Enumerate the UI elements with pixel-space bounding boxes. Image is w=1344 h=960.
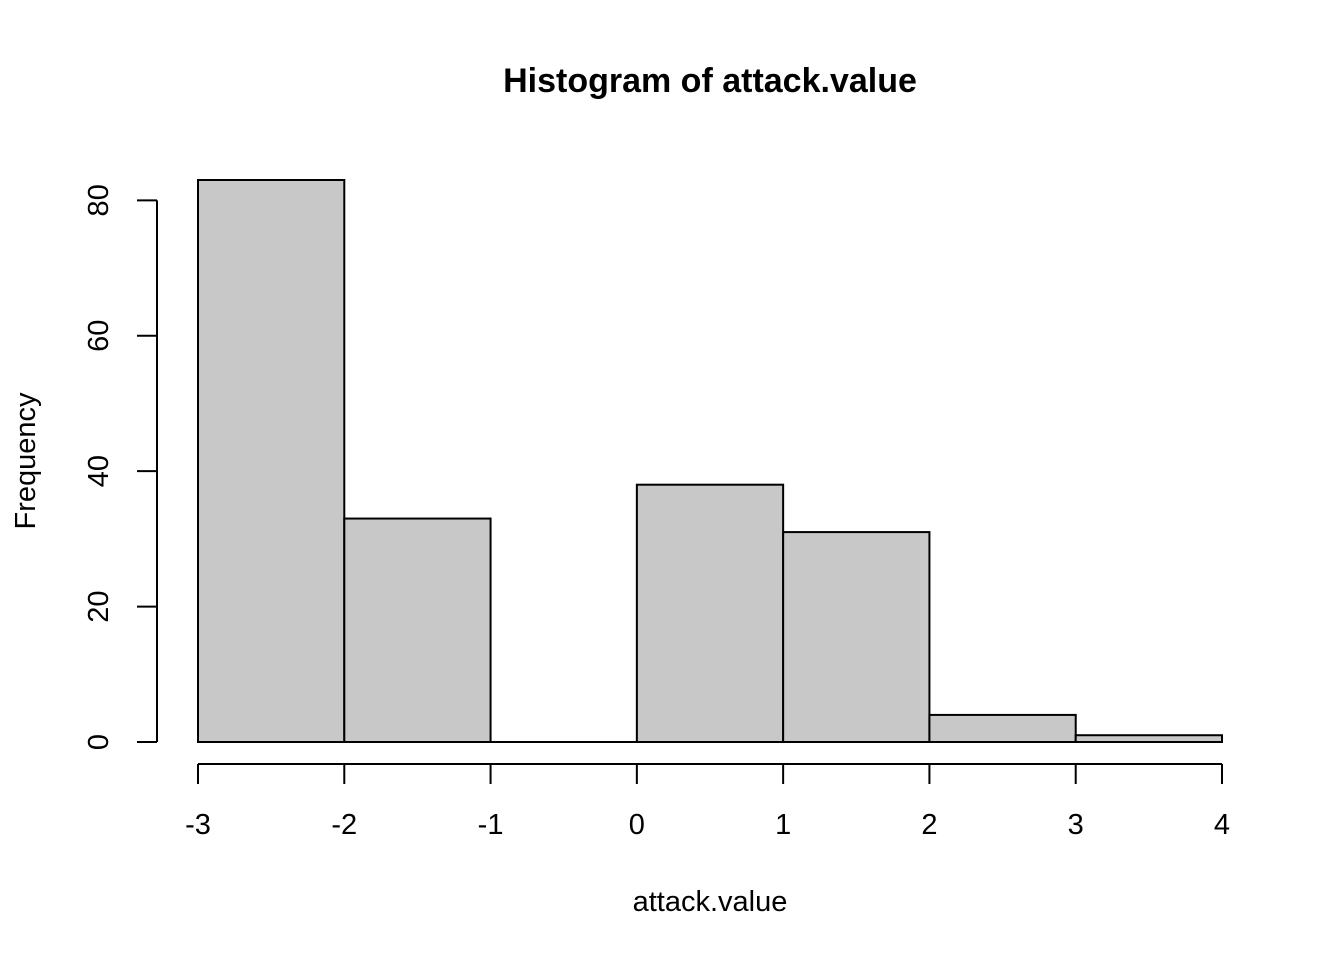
y-tick-label: 20 xyxy=(83,590,115,622)
x-tick-label: -2 xyxy=(331,809,357,841)
bars-group xyxy=(197,179,1223,744)
x-axis: -3 -2 -1 0 1 2 3 4 xyxy=(185,763,1230,841)
y-tick-label: 0 xyxy=(83,734,115,750)
histogram-bar-5 xyxy=(928,713,1077,743)
histogram-bar-0 xyxy=(197,179,346,743)
x-tick-label: 2 xyxy=(921,809,937,841)
x-axis-label: attack.value xyxy=(633,886,788,918)
x-tick-label: 3 xyxy=(1068,809,1084,841)
y-tick-label: 80 xyxy=(83,184,115,216)
x-tick-label: -3 xyxy=(185,809,211,841)
y-axis-label: Frequency xyxy=(10,392,42,530)
histogram-bar-4 xyxy=(782,531,931,743)
histogram-bar-3 xyxy=(635,483,785,743)
x-tick-label: 0 xyxy=(629,809,645,841)
y-axis: 0 20 40 60 80 xyxy=(83,184,158,750)
x-tick-label: 1 xyxy=(775,809,791,841)
chart-title: Histogram of attack.value xyxy=(503,62,917,100)
y-tick-label: 40 xyxy=(83,455,115,487)
x-tick-label: -1 xyxy=(478,809,504,841)
y-tick-label: 60 xyxy=(83,320,115,352)
x-tick-label: 4 xyxy=(1214,809,1230,841)
histogram-bar-6 xyxy=(1074,734,1223,744)
histogram-bar-1 xyxy=(343,517,492,743)
